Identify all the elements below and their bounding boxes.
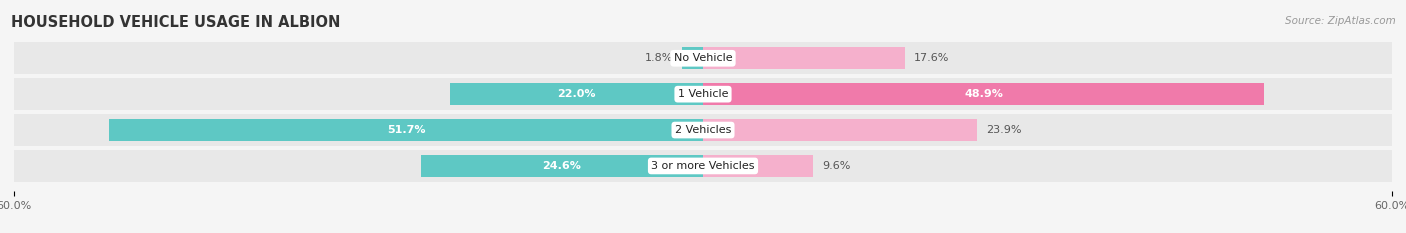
Text: 1 Vehicle: 1 Vehicle <box>678 89 728 99</box>
Text: HOUSEHOLD VEHICLE USAGE IN ALBION: HOUSEHOLD VEHICLE USAGE IN ALBION <box>11 15 340 30</box>
Bar <box>703 155 813 177</box>
Text: 24.6%: 24.6% <box>543 161 581 171</box>
Bar <box>14 42 1392 74</box>
Bar <box>14 78 1392 110</box>
Text: No Vehicle: No Vehicle <box>673 53 733 63</box>
Text: 51.7%: 51.7% <box>387 125 426 135</box>
Text: 9.6%: 9.6% <box>823 161 851 171</box>
Bar <box>703 83 1264 105</box>
Bar <box>14 114 1392 146</box>
Bar <box>450 83 703 105</box>
Text: 23.9%: 23.9% <box>987 125 1022 135</box>
Text: 48.9%: 48.9% <box>965 89 1002 99</box>
Bar <box>14 150 1392 182</box>
Bar <box>110 119 703 141</box>
Text: 3 or more Vehicles: 3 or more Vehicles <box>651 161 755 171</box>
Bar <box>682 47 703 69</box>
Bar <box>703 119 977 141</box>
Text: 1.8%: 1.8% <box>645 53 673 63</box>
Text: 22.0%: 22.0% <box>557 89 596 99</box>
Bar <box>703 47 905 69</box>
Bar <box>420 155 703 177</box>
Text: 2 Vehicles: 2 Vehicles <box>675 125 731 135</box>
Text: 17.6%: 17.6% <box>914 53 949 63</box>
Text: Source: ZipAtlas.com: Source: ZipAtlas.com <box>1285 16 1396 26</box>
